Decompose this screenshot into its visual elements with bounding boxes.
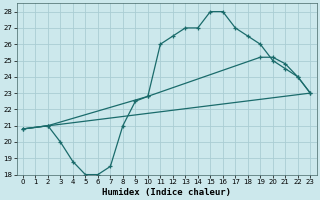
X-axis label: Humidex (Indice chaleur): Humidex (Indice chaleur) — [102, 188, 231, 197]
